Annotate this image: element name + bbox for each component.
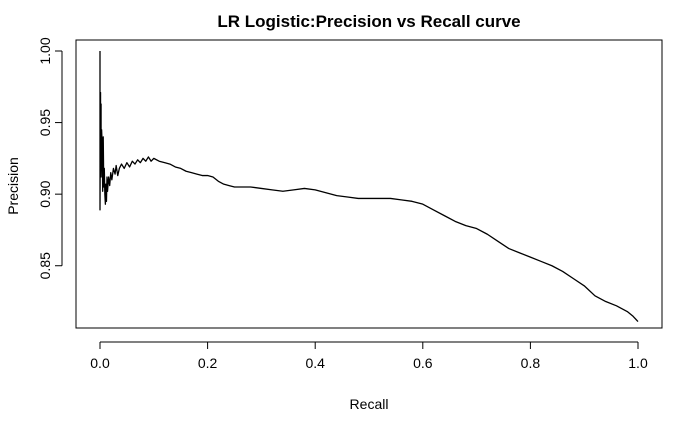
series-layer	[99, 51, 639, 323]
chart-title: LR Logistic:Precision vs Recall curve	[217, 12, 520, 31]
x-axis-label: Recall	[350, 396, 389, 412]
y-tick-label: 0.90	[37, 180, 53, 207]
y-axis: 0.85 0.90 0.95 1.00	[37, 37, 63, 279]
x-tick-label: 1.0	[628, 355, 648, 371]
x-tick-label: 0.2	[198, 355, 218, 371]
y-axis-label: Precision	[5, 157, 21, 215]
y-tick-label: 0.85	[37, 252, 53, 279]
x-tick-label: 0.4	[305, 355, 325, 371]
pr-curve-line	[99, 51, 639, 323]
y-tick-label: 1.00	[37, 37, 53, 64]
plot-frame	[75, 39, 663, 329]
x-tick-label: 0.6	[413, 355, 433, 371]
x-tick-label: 0.8	[521, 355, 541, 371]
x-axis: 0.0 0.2 0.4 0.6 0.8 1.0	[90, 341, 648, 371]
y-tick-label: 0.95	[37, 109, 53, 136]
x-tick-label: 0.0	[90, 355, 110, 371]
